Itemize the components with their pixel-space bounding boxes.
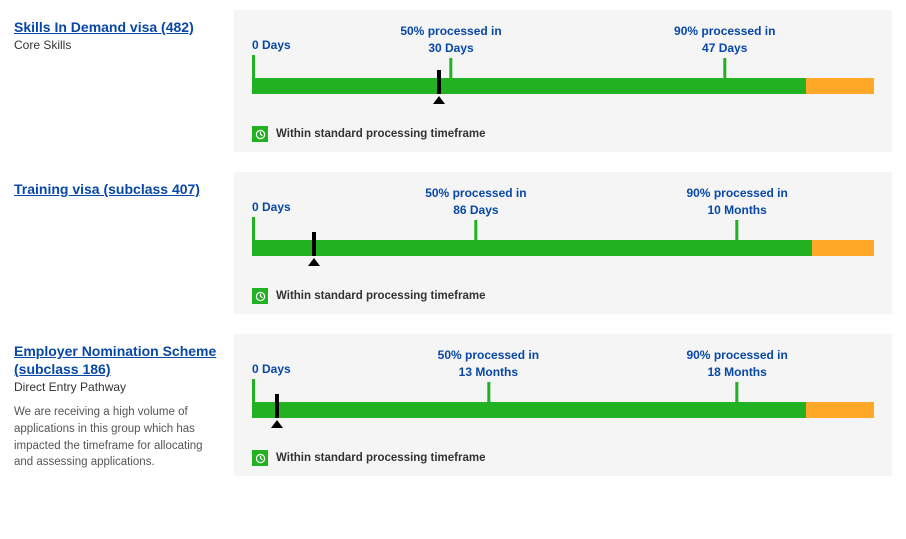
- tick-label-line2: 86 Days: [425, 203, 526, 218]
- bar-segment-green: [252, 78, 806, 94]
- bar-segment-orange: [812, 240, 874, 256]
- visa-info-panel: Employer Nomination Scheme (subclass 186…: [14, 334, 234, 471]
- visa-note: We are receiving a high volume of applic…: [14, 404, 224, 471]
- current-position-marker: [433, 74, 445, 104]
- visa-chart-panel: 0 Days 50% processed in 86 Days 90% process…: [234, 172, 892, 314]
- visa-title-link[interactable]: Skills In Demand visa (482): [14, 18, 224, 36]
- visa-row: Training visa (subclass 407) 0 Days 50% pr…: [14, 172, 892, 314]
- clock-icon: [252, 126, 268, 142]
- tick-label-line1: 90% processed in: [686, 348, 787, 363]
- current-marker-line: [275, 394, 279, 418]
- tick-label-line2: 18 Months: [686, 365, 787, 380]
- tick-mark: [487, 382, 490, 404]
- bar-segment-green: [252, 402, 806, 418]
- bar-segment-green: [252, 240, 812, 256]
- legend-text: Within standard processing timeframe: [276, 128, 486, 140]
- current-marker-arrow-icon: [433, 96, 445, 104]
- visa-chart-panel: 0 Days 50% processed in 13 Months 90% proce…: [234, 334, 892, 476]
- visa-subtitle: Core Skills: [14, 38, 224, 52]
- bar-segment-orange: [806, 402, 874, 418]
- tick-label-line2: 10 Months: [686, 203, 787, 218]
- tick-label-line1: 90% processed in: [686, 186, 787, 201]
- visa-chart-panel: 0 Days 50% processed in 30 Days 90% process…: [234, 10, 892, 152]
- current-position-marker: [271, 398, 283, 428]
- current-position-marker: [308, 236, 320, 266]
- timeline-chart: 0 Days 50% processed in 30 Days 90% process…: [252, 24, 874, 108]
- visa-row: Employer Nomination Scheme (subclass 186…: [14, 334, 892, 476]
- tick-start: 0 Days: [252, 200, 291, 243]
- tick-mark: [450, 58, 453, 80]
- visa-title-link[interactable]: Employer Nomination Scheme (subclass 186…: [14, 342, 224, 378]
- tick-mark: [474, 220, 477, 242]
- tick-label-line2: 47 Days: [674, 41, 775, 56]
- tick-milestone: 50% processed in 30 Days: [400, 24, 501, 80]
- current-marker-line: [437, 70, 441, 94]
- visa-info-panel: Skills In Demand visa (482) Core Skills: [14, 10, 234, 62]
- clock-icon: [252, 450, 268, 466]
- tick-milestone: 90% processed in 18 Months: [686, 348, 787, 404]
- current-marker-arrow-icon: [308, 258, 320, 266]
- legend-text: Within standard processing timeframe: [276, 290, 486, 302]
- visa-info-panel: Training visa (subclass 407): [14, 172, 234, 200]
- legend-row: Within standard processing timeframe: [252, 450, 874, 466]
- current-marker-line: [312, 232, 316, 256]
- tick-milestone: 90% processed in 47 Days: [674, 24, 775, 80]
- tick-label-line1: 90% processed in: [674, 24, 775, 39]
- timeline-chart: 0 Days 50% processed in 13 Months 90% proce…: [252, 348, 874, 432]
- bar-track: [252, 78, 874, 94]
- tick-label-line1: 50% processed in: [425, 186, 526, 201]
- visa-row: Skills In Demand visa (482) Core Skills 0 …: [14, 10, 892, 152]
- bar-segment-orange: [806, 78, 874, 94]
- tick-start-label: 0 Days: [252, 362, 291, 377]
- visa-title-link[interactable]: Training visa (subclass 407): [14, 180, 224, 198]
- tick-mark: [736, 382, 739, 404]
- current-marker-arrow-icon: [271, 420, 283, 428]
- tick-mark: [736, 220, 739, 242]
- clock-icon: [252, 288, 268, 304]
- tick-label-line2: 30 Days: [400, 41, 501, 56]
- legend-row: Within standard processing timeframe: [252, 126, 874, 142]
- legend-text: Within standard processing timeframe: [276, 452, 486, 464]
- tick-start: 0 Days: [252, 38, 291, 81]
- bar-track: [252, 240, 874, 256]
- timeline-chart: 0 Days 50% processed in 86 Days 90% process…: [252, 186, 874, 270]
- tick-milestone: 90% processed in 10 Months: [686, 186, 787, 242]
- tick-label-line2: 13 Months: [438, 365, 539, 380]
- visa-subtitle: Direct Entry Pathway: [14, 380, 224, 394]
- tick-label-line1: 50% processed in: [400, 24, 501, 39]
- legend-row: Within standard processing timeframe: [252, 288, 874, 304]
- tick-label-line1: 50% processed in: [438, 348, 539, 363]
- tick-start-label: 0 Days: [252, 38, 291, 53]
- tick-milestone: 50% processed in 86 Days: [425, 186, 526, 242]
- tick-mark: [723, 58, 726, 80]
- tick-milestone: 50% processed in 13 Months: [438, 348, 539, 404]
- tick-start-label: 0 Days: [252, 200, 291, 215]
- bar-track: [252, 402, 874, 418]
